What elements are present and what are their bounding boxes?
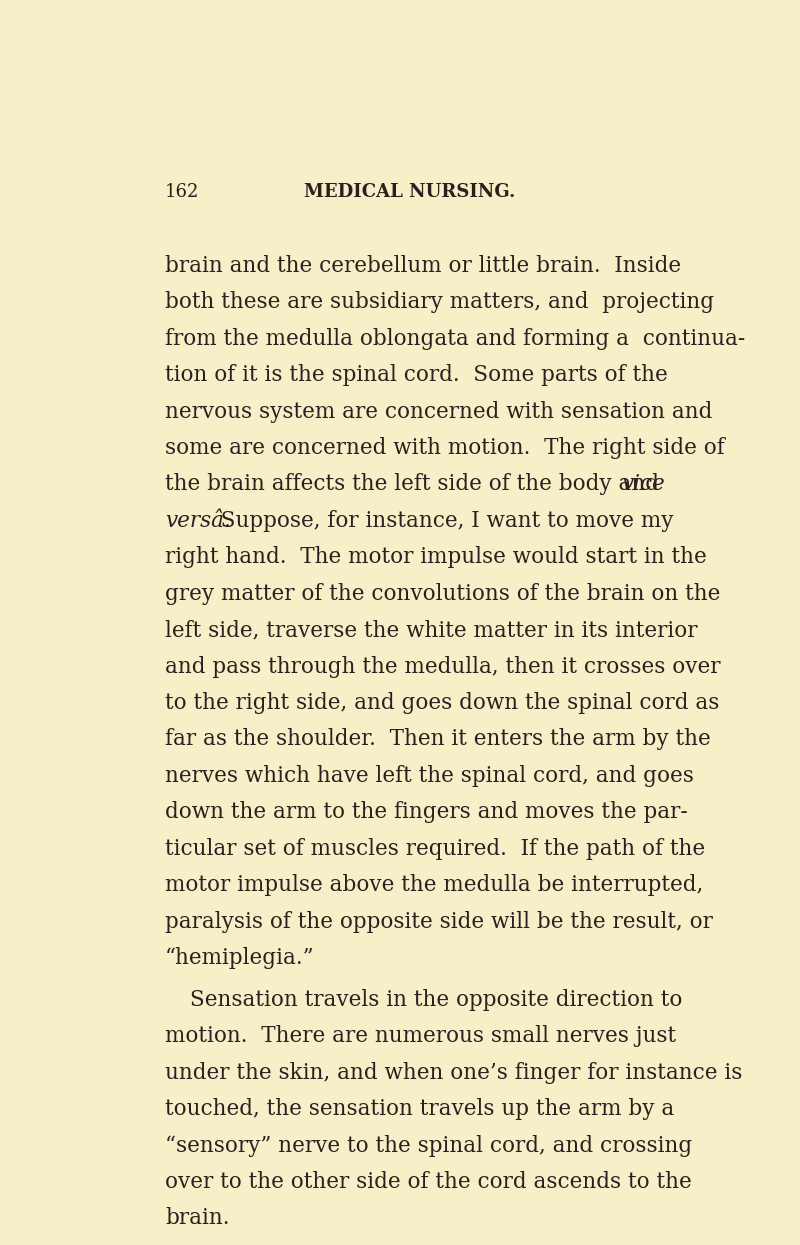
Text: “sensory” nerve to the spinal cord, and crossing: “sensory” nerve to the spinal cord, and … bbox=[165, 1134, 692, 1157]
Text: grey matter of the convolutions of the brain on the: grey matter of the convolutions of the b… bbox=[165, 583, 721, 605]
Text: MEDICAL NURSING.: MEDICAL NURSING. bbox=[304, 183, 516, 200]
Text: both these are subsidiary matters, and  projecting: both these are subsidiary matters, and p… bbox=[165, 291, 714, 314]
Text: tion of it is the spinal cord.  Some parts of the: tion of it is the spinal cord. Some part… bbox=[165, 364, 668, 386]
Text: brain and the cerebellum or little brain.  Inside: brain and the cerebellum or little brain… bbox=[165, 255, 682, 276]
Text: far as the shoulder.  Then it enters the arm by the: far as the shoulder. Then it enters the … bbox=[165, 728, 711, 751]
Text: some are concerned with motion.  The right side of: some are concerned with motion. The righ… bbox=[165, 437, 725, 459]
Text: nervous system are concerned with sensation and: nervous system are concerned with sensat… bbox=[165, 401, 713, 422]
Text: 162: 162 bbox=[165, 183, 199, 200]
Text: vice: vice bbox=[622, 473, 665, 496]
Text: nerves which have left the spinal cord, and goes: nerves which have left the spinal cord, … bbox=[165, 764, 694, 787]
Text: under the skin, and when one’s finger for instance is: under the skin, and when one’s finger fo… bbox=[165, 1062, 742, 1083]
Text: down the arm to the fingers and moves the par-: down the arm to the fingers and moves th… bbox=[165, 802, 688, 823]
Text: the brain affects the left side of the body and: the brain affects the left side of the b… bbox=[165, 473, 666, 496]
Text: brain.: brain. bbox=[165, 1208, 230, 1230]
Text: from the medulla oblongata and forming a  continua-: from the medulla oblongata and forming a… bbox=[165, 327, 746, 350]
Text: to the right side, and goes down the spinal cord as: to the right side, and goes down the spi… bbox=[165, 692, 719, 713]
Text: Suppose, for instance, I want to move my: Suppose, for instance, I want to move my bbox=[207, 510, 674, 532]
Text: ticular set of muscles required.  If the path of the: ticular set of muscles required. If the … bbox=[165, 838, 706, 860]
Text: “hemiplegia.”: “hemiplegia.” bbox=[165, 947, 314, 969]
Text: paralysis of the opposite side will be the result, or: paralysis of the opposite side will be t… bbox=[165, 910, 713, 933]
Text: motor impulse above the medulla be interrupted,: motor impulse above the medulla be inter… bbox=[165, 874, 703, 896]
Text: Sensation travels in the opposite direction to: Sensation travels in the opposite direct… bbox=[190, 989, 682, 1011]
Text: right hand.  The motor impulse would start in the: right hand. The motor impulse would star… bbox=[165, 547, 707, 568]
Text: motion.  There are numerous small nerves just: motion. There are numerous small nerves … bbox=[165, 1026, 676, 1047]
Text: and pass through the medulla, then it crosses over: and pass through the medulla, then it cr… bbox=[165, 656, 721, 677]
Text: touched, the sensation travels up the arm by a: touched, the sensation travels up the ar… bbox=[165, 1098, 674, 1120]
Text: versâ.: versâ. bbox=[165, 510, 231, 532]
Text: over to the other side of the cord ascends to the: over to the other side of the cord ascen… bbox=[165, 1172, 692, 1193]
Text: left side, traverse the white matter in its interior: left side, traverse the white matter in … bbox=[165, 619, 698, 641]
